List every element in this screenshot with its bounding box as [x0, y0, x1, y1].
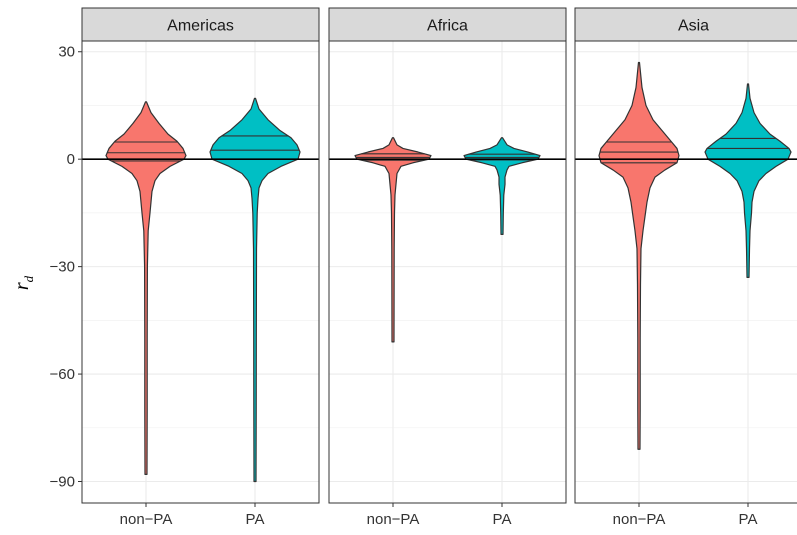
strip-header — [574, 7, 797, 42]
violin-non-pa — [105, 101, 187, 475]
panel-background — [329, 41, 566, 503]
panel-asia: Asia non−PA PA — [574, 7, 797, 528]
x-tick-label: PA — [246, 511, 265, 528]
violin-non-pa — [354, 137, 432, 343]
panels-layer: Americas non−PA PA Africa non−PA PA Asia non−PA… — [81, 7, 797, 528]
violin-pa — [463, 137, 541, 235]
y-tick-label: −30 — [50, 259, 75, 276]
strip-label: Americas — [167, 18, 234, 35]
x-tick-label: non−PA — [613, 511, 666, 528]
x-tick-label: PA — [739, 511, 758, 528]
panel-americas: Americas non−PA PA — [81, 7, 320, 528]
x-tick-label: PA — [493, 511, 512, 528]
y-tick-label: −60 — [50, 366, 75, 383]
y-axis-title: rd — [11, 275, 36, 290]
y-tick-label: 30 — [58, 44, 75, 61]
panel-border — [574, 40, 797, 504]
panel-background — [82, 41, 319, 503]
y-axis: 30 0 −30 −60 −90 — [50, 44, 82, 491]
panel-border — [328, 40, 567, 504]
x-tick-label: non−PA — [120, 511, 173, 528]
y-axis-title-subscript: d — [21, 275, 36, 282]
strip-header — [81, 7, 320, 42]
strip-label: Asia — [678, 18, 709, 35]
x-tick-label: non−PA — [367, 511, 420, 528]
panel-background — [575, 41, 797, 503]
panel-border — [81, 40, 320, 504]
strip-header — [328, 7, 567, 42]
violin-pa — [209, 97, 301, 483]
y-axis-title-main: r — [11, 282, 33, 290]
panel-africa: Africa non−PA PA — [328, 7, 567, 528]
strip-label: Africa — [427, 18, 468, 35]
y-tick-label: −90 — [50, 474, 75, 491]
y-tick-label: 0 — [67, 151, 75, 168]
